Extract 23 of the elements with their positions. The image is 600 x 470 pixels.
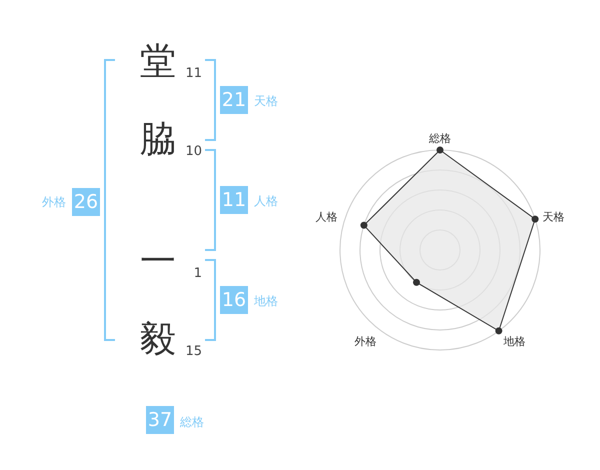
text: 21: [220, 86, 248, 114]
spoke-label: 人格: [315, 210, 338, 224]
data-label: 15: [184, 344, 202, 360]
data-label: 11: [184, 66, 202, 82]
text: 16: [220, 286, 248, 314]
text: 人格: [254, 193, 278, 209]
category-label: 一: [139, 240, 177, 284]
spoke-label: 地格: [502, 335, 526, 348]
spoke-label: 総格: [428, 132, 451, 145]
text: 地格: [254, 293, 278, 309]
category-label: 毅: [139, 318, 177, 362]
text: 11: [220, 186, 248, 214]
data-label: 1: [192, 266, 202, 282]
text: 26: [72, 188, 100, 216]
text: 天格: [254, 93, 278, 109]
data-label: 10: [184, 144, 202, 160]
text: 総格: [180, 414, 204, 430]
text: 37: [146, 406, 174, 434]
spoke-label: 外格: [354, 335, 377, 348]
text: 外格: [42, 194, 66, 210]
category-label: 堂: [139, 40, 177, 84]
spoke-label: 天格: [542, 210, 565, 224]
category-label: 脇: [139, 118, 177, 162]
